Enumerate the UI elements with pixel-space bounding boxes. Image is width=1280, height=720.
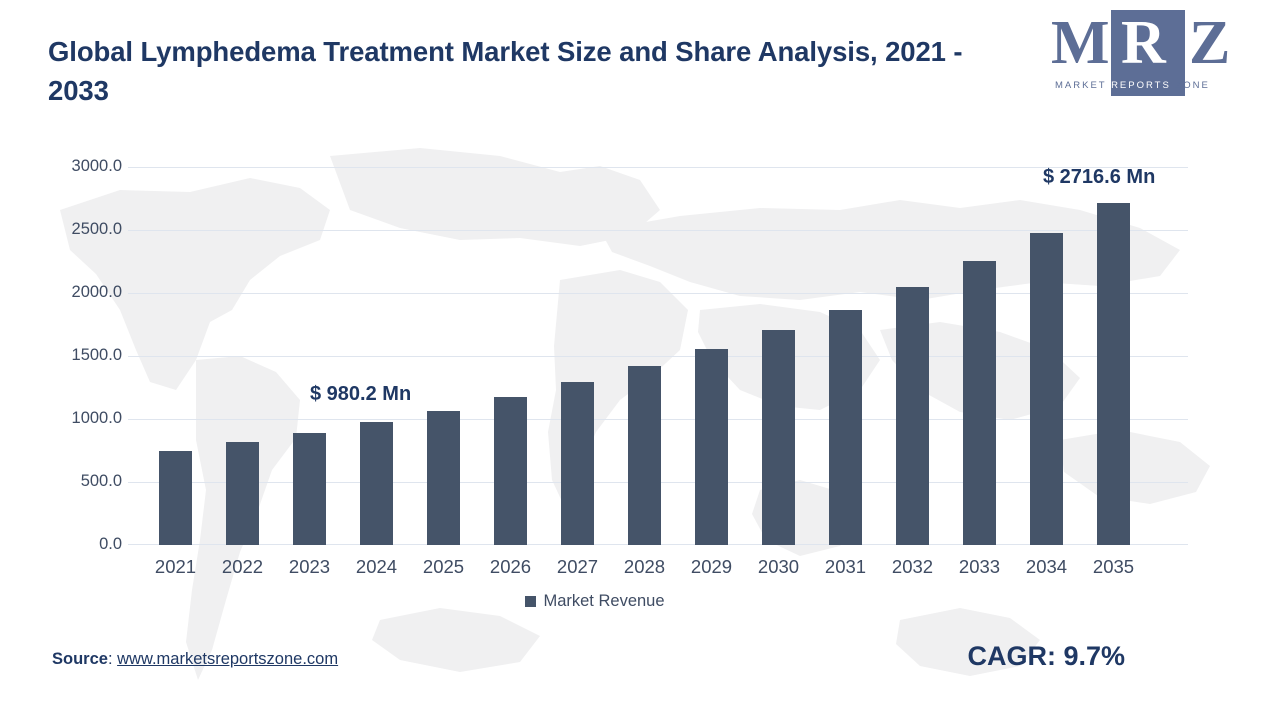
y-axis-tick: 2000.0 (71, 283, 122, 301)
bar-2023[interactable] (293, 432, 326, 545)
logo-letter-z: Z (1189, 9, 1231, 77)
data-label-last: $ 2716.6 Mn (1043, 166, 1156, 188)
x-axis-tick-2031: 2031 (824, 556, 867, 577)
y-axis-tick-labels: 0.0 500.0 1000.0 1500.0 2000.0 2500.0 3000.0 (42, 0, 122, 720)
bar-2035[interactable] (1097, 202, 1130, 545)
mrz-logo: M R Z MARKET REPORTS ZONE (1049, 8, 1264, 96)
plot-area (128, 167, 1188, 545)
gridline (128, 356, 1188, 357)
page-title: Global Lymphedema Treatment Market Size … (48, 36, 963, 107)
x-axis-tick-2023: 2023 (288, 556, 331, 577)
x-axis-tick-2022: 2022 (221, 556, 264, 577)
bar-2034[interactable] (1030, 233, 1063, 545)
legend-swatch-market-revenue (525, 596, 537, 607)
y-axis-tick: 3000.0 (71, 157, 122, 175)
x-axis-tick-2034: 2034 (1025, 556, 1068, 577)
logo-letter-m: M (1051, 9, 1110, 77)
gridline (128, 293, 1188, 294)
cagr-value: CAGR: 9.7% (967, 641, 1125, 671)
bar-2028[interactable] (628, 366, 661, 545)
x-axis-tick-2028: 2028 (623, 556, 666, 577)
gridline (128, 230, 1188, 231)
x-axis-tick-2033: 2033 (958, 556, 1001, 577)
x-axis-tick-2025: 2025 (422, 556, 465, 577)
x-axis-tick-2021: 2021 (154, 556, 197, 577)
x-axis-tick-2035: 2035 (1092, 556, 1135, 577)
x-axis-tick-2032: 2032 (891, 556, 934, 577)
bar-2033[interactable] (963, 260, 996, 545)
source-url-link[interactable]: www.marketsreportszone.com (117, 650, 339, 668)
chart-legend: Market Revenue (0, 592, 1190, 611)
bar-2032[interactable] (896, 286, 929, 545)
logo-wordmark: M R Z MARKET REPORTS ZONE (1049, 8, 1249, 96)
bar-2030[interactable] (762, 330, 795, 545)
bar-2022[interactable] (226, 442, 259, 545)
bar-2026[interactable] (494, 396, 527, 545)
y-axis-tick: 0.0 (99, 535, 122, 553)
bar-2031[interactable] (829, 310, 862, 545)
logo-tagline-market: MARKET (1055, 80, 1107, 91)
logo-tagline-zone: ZONE (1175, 80, 1210, 91)
source-label: Source (52, 650, 108, 668)
logo-accent-box (1111, 10, 1185, 96)
y-axis-tick: 500.0 (80, 472, 122, 490)
bar-2029[interactable] (695, 349, 728, 545)
x-axis-tick-2026: 2026 (489, 556, 532, 577)
data-label-first: $ 980.2 Mn (310, 383, 412, 405)
y-axis-tick: 2500.0 (71, 220, 122, 238)
y-axis-tick: 1000.0 (71, 409, 122, 427)
bar-2021[interactable] (159, 450, 192, 545)
source-line: Source: www.marketsreportszone.com (52, 650, 338, 669)
bar-2025[interactable] (427, 410, 460, 545)
x-axis-tick-2030: 2030 (757, 556, 800, 577)
x-axis-tick-2027: 2027 (556, 556, 599, 577)
logo-letter-r: R (1121, 9, 1166, 77)
logo-tagline-reports: REPORTS (1111, 80, 1171, 91)
gridline (128, 167, 1188, 168)
y-axis-tick: 1500.0 (71, 346, 122, 364)
logo-tagline: MARKET REPORTS ZONE (1055, 80, 1255, 91)
x-axis-tick-2024: 2024 (355, 556, 398, 577)
bar-2027[interactable] (561, 381, 594, 545)
bar-2024[interactable] (360, 421, 393, 545)
source-separator: : (107, 650, 118, 668)
x-axis-tick-2029: 2029 (690, 556, 733, 577)
legend-label-market-revenue: Market Revenue (543, 592, 665, 610)
